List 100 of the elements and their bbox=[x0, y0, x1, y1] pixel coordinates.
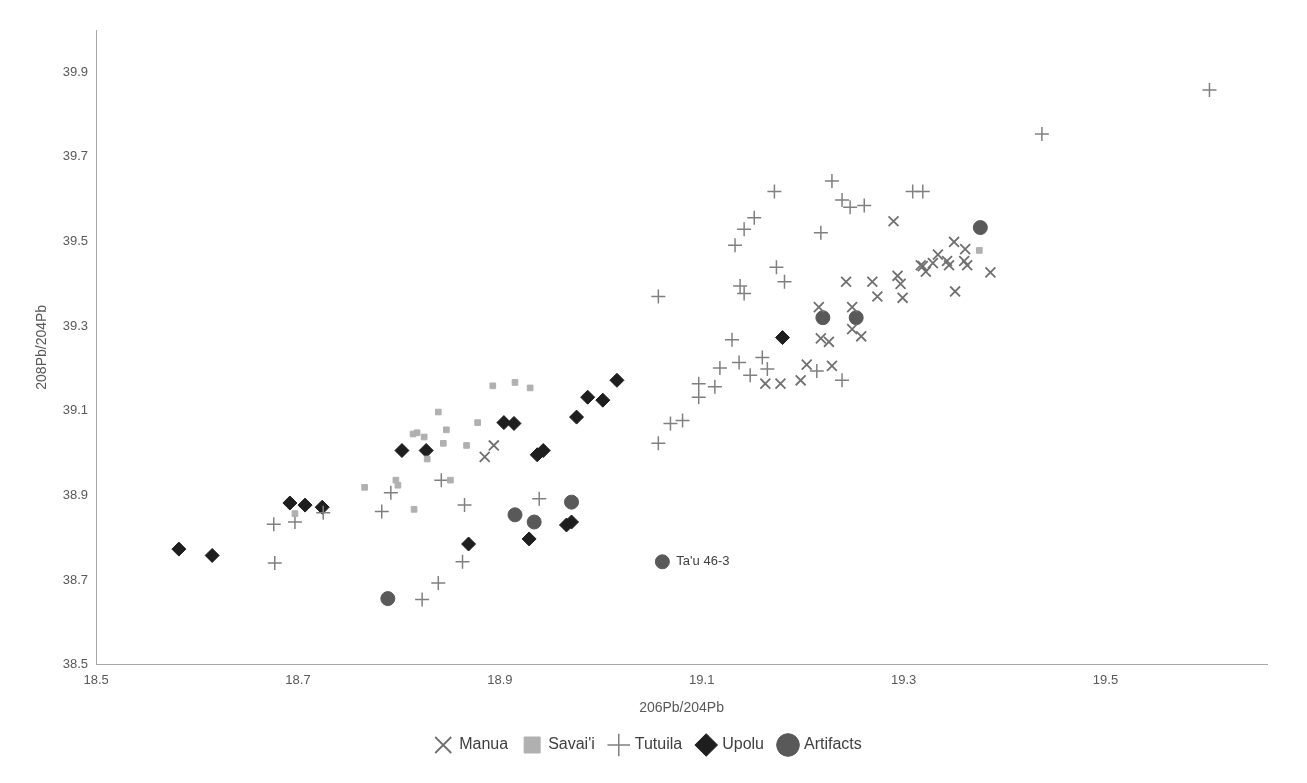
point bbox=[374, 503, 390, 520]
point bbox=[932, 248, 944, 261]
point bbox=[975, 247, 983, 254]
y-tick-label: 39.9 bbox=[62, 63, 89, 79]
point bbox=[478, 451, 491, 463]
x-tick-label: 19.1 bbox=[689, 671, 715, 687]
point bbox=[287, 514, 303, 530]
point bbox=[434, 408, 442, 416]
point bbox=[650, 288, 667, 305]
y-tick-label: 38.7 bbox=[62, 571, 89, 587]
x-tick-label: 19.3 bbox=[890, 671, 917, 687]
point bbox=[420, 433, 428, 441]
point bbox=[794, 374, 807, 387]
point bbox=[410, 506, 418, 513]
point bbox=[856, 197, 872, 214]
point bbox=[759, 377, 772, 390]
point bbox=[812, 301, 825, 313]
point bbox=[297, 497, 313, 513]
point bbox=[774, 330, 790, 346]
point bbox=[315, 504, 331, 521]
point bbox=[712, 360, 728, 376]
point bbox=[896, 291, 909, 304]
x-tick-label: 18.5 bbox=[83, 671, 109, 687]
point bbox=[526, 514, 542, 530]
point bbox=[724, 331, 740, 348]
point bbox=[531, 491, 547, 507]
point bbox=[291, 510, 299, 517]
point bbox=[380, 591, 396, 607]
point bbox=[430, 575, 447, 591]
point bbox=[759, 361, 776, 377]
point bbox=[521, 531, 537, 547]
point bbox=[915, 183, 931, 200]
point bbox=[742, 367, 758, 383]
point bbox=[650, 435, 667, 452]
point bbox=[266, 516, 282, 532]
point bbox=[690, 389, 707, 405]
point bbox=[267, 555, 283, 571]
legend-label: Manua bbox=[459, 735, 509, 753]
point bbox=[768, 259, 785, 276]
point bbox=[454, 554, 471, 570]
point bbox=[736, 221, 752, 238]
point bbox=[840, 275, 852, 288]
point bbox=[919, 265, 932, 278]
y-tick-label: 38.5 bbox=[62, 656, 89, 672]
point bbox=[409, 430, 417, 438]
point bbox=[569, 409, 585, 425]
point bbox=[447, 476, 454, 484]
point bbox=[414, 591, 430, 608]
point bbox=[564, 494, 580, 510]
x-axis-title: 206Pb/204Pb bbox=[639, 699, 725, 716]
point bbox=[463, 442, 470, 449]
point bbox=[776, 273, 793, 290]
point bbox=[440, 440, 447, 447]
point bbox=[423, 455, 431, 463]
y-tick-label: 38.9 bbox=[62, 486, 89, 502]
point bbox=[961, 259, 974, 272]
point bbox=[866, 275, 879, 288]
point bbox=[461, 536, 477, 552]
point bbox=[507, 507, 523, 523]
point bbox=[746, 210, 762, 226]
point bbox=[731, 354, 747, 371]
point bbox=[282, 495, 298, 511]
point bbox=[707, 378, 723, 395]
point bbox=[654, 554, 670, 570]
point bbox=[171, 541, 187, 557]
point bbox=[824, 173, 840, 189]
point bbox=[595, 392, 611, 408]
point bbox=[727, 237, 743, 254]
point bbox=[443, 426, 450, 434]
point bbox=[826, 360, 838, 372]
legend-label: Artifacts bbox=[804, 735, 862, 753]
y-tick-label: 39.1 bbox=[62, 402, 89, 418]
point bbox=[887, 215, 900, 228]
point bbox=[846, 301, 858, 313]
point bbox=[809, 363, 825, 379]
point bbox=[800, 358, 813, 371]
point bbox=[456, 497, 473, 513]
point bbox=[927, 257, 939, 269]
point bbox=[662, 415, 679, 432]
point bbox=[855, 330, 868, 343]
point bbox=[383, 485, 399, 501]
x-tick-label: 18.7 bbox=[285, 671, 311, 687]
point bbox=[815, 332, 827, 345]
point bbox=[394, 443, 410, 459]
point bbox=[815, 310, 831, 326]
point bbox=[754, 349, 771, 366]
y-tick-label: 39.7 bbox=[62, 148, 89, 164]
point bbox=[361, 484, 368, 491]
point bbox=[474, 419, 481, 426]
point bbox=[834, 372, 850, 389]
point bbox=[941, 255, 953, 267]
legend-label: Upolu bbox=[722, 735, 765, 753]
point bbox=[580, 389, 596, 405]
point bbox=[948, 236, 960, 248]
point bbox=[506, 415, 522, 431]
point bbox=[394, 481, 402, 489]
point bbox=[690, 375, 707, 392]
point bbox=[943, 259, 955, 272]
point bbox=[418, 443, 434, 459]
y-tick-label: 39.3 bbox=[62, 317, 89, 333]
